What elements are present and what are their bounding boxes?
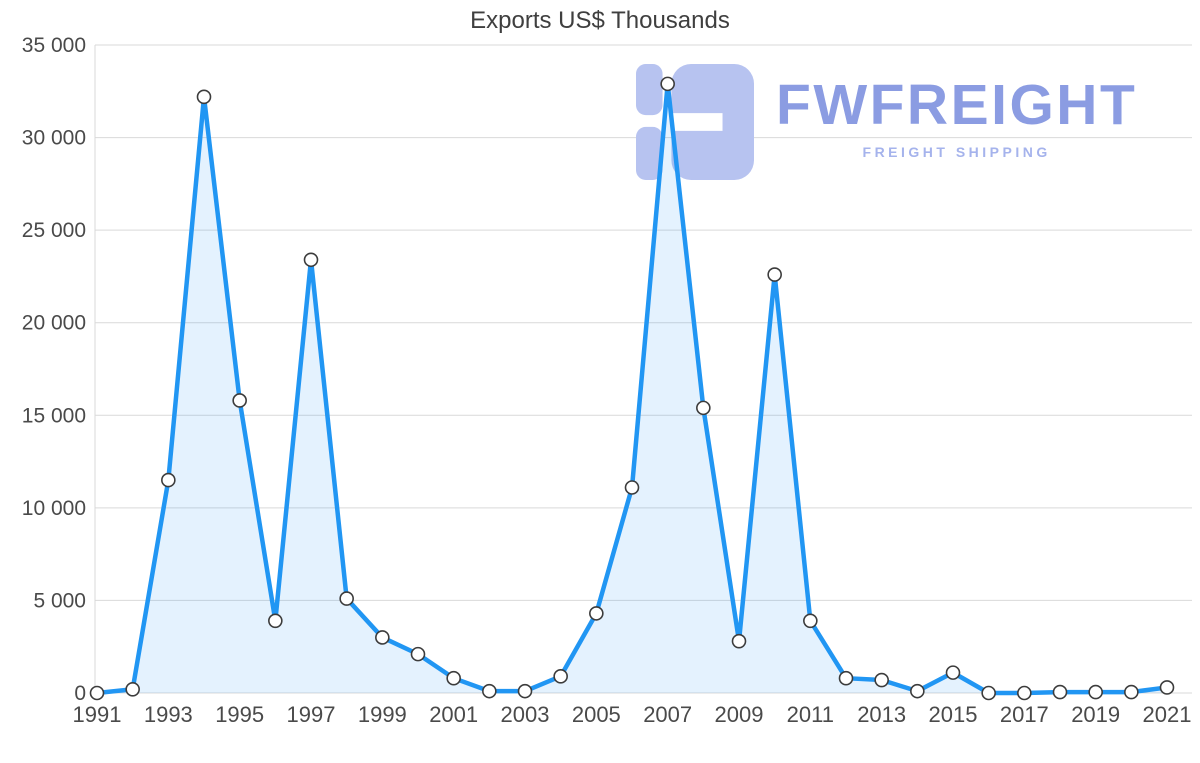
data-point[interactable] (1159, 680, 1175, 695)
x-tick-label: 1999 (358, 702, 407, 727)
area-fill (97, 83, 1167, 693)
watermark-brand: FWFREIGHT (776, 73, 1138, 137)
data-point[interactable] (89, 685, 105, 701)
x-tick-label: 2005 (572, 702, 621, 727)
x-tick-label: 2017 (1000, 702, 1049, 727)
x-tick-label: 1995 (215, 702, 264, 727)
x-tick-label: 2011 (787, 702, 834, 727)
x-tick-label: 2015 (929, 702, 978, 727)
data-point[interactable] (553, 669, 568, 684)
data-point[interactable] (339, 591, 354, 606)
data-point[interactable] (446, 670, 461, 686)
chart-title: Exports US$ Thousands (470, 7, 730, 34)
data-point[interactable] (945, 665, 961, 680)
y-tick-label: 10 000 (22, 497, 86, 520)
x-tick-label: 2003 (501, 702, 550, 727)
data-point[interactable] (838, 670, 854, 686)
data-point[interactable] (803, 613, 818, 629)
data-point[interactable] (874, 672, 889, 688)
data-point[interactable] (268, 613, 283, 629)
y-tick-label: 30 000 (22, 127, 86, 150)
y-tick-label: 25 000 (22, 219, 86, 242)
data-point[interactable] (660, 76, 675, 92)
watermark: FWFREIGHT FREIGHT SHIPPING (636, 60, 1137, 184)
data-point[interactable] (125, 681, 140, 697)
data-point[interactable] (910, 683, 925, 699)
watermark-subtitle: FREIGHT SHIPPING (862, 143, 1051, 160)
data-point[interactable] (517, 683, 533, 699)
data-point[interactable] (410, 646, 426, 662)
data-point[interactable] (981, 685, 996, 701)
y-tick-label: 20 000 (22, 312, 86, 335)
data-point[interactable] (1124, 684, 1139, 700)
x-tick-label: 2019 (1071, 702, 1120, 727)
x-tick-label: 2009 (715, 702, 764, 727)
data-point[interactable] (1017, 685, 1032, 701)
y-tick-label: 35 000 (22, 34, 86, 57)
data-point[interactable] (232, 393, 247, 408)
y-tick-label: 5 000 (33, 589, 86, 612)
x-tick-label: 1993 (144, 702, 193, 727)
data-point[interactable] (375, 630, 390, 645)
data-point[interactable] (767, 267, 782, 282)
fwfreight-logo-icon (636, 63, 754, 181)
data-point[interactable] (589, 606, 604, 621)
data-point[interactable] (161, 472, 176, 488)
data-point[interactable] (1052, 684, 1068, 700)
data-point[interactable] (482, 683, 497, 699)
data-point[interactable] (696, 400, 711, 416)
data-point[interactable] (303, 252, 319, 268)
x-tick-label: 2013 (857, 702, 906, 727)
x-tick-label: 2007 (643, 702, 692, 727)
x-tick-label: 1991 (73, 702, 122, 727)
data-point[interactable] (731, 633, 747, 649)
y-tick-label: 0 (74, 682, 86, 705)
watermark-text: FWFREIGHT FREIGHT SHIPPING (776, 60, 1137, 160)
x-tick-label: 2021 (1143, 702, 1192, 727)
data-point[interactable] (1088, 684, 1103, 700)
data-point[interactable] (196, 89, 212, 105)
data-point[interactable] (624, 480, 640, 495)
x-tick-label: 2001 (429, 702, 478, 727)
x-tick-label: 1997 (287, 702, 336, 727)
y-tick-label: 15 000 (22, 404, 86, 427)
